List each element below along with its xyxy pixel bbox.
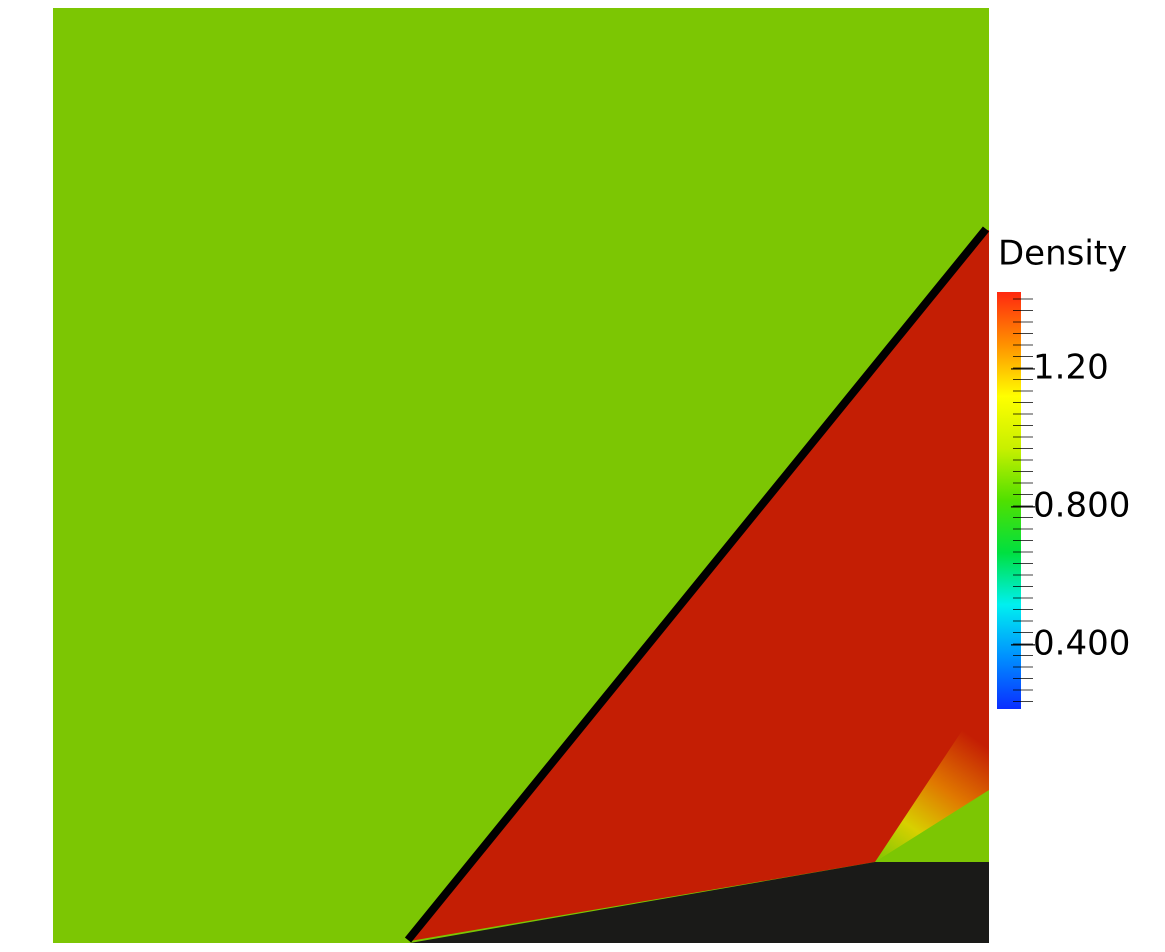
colorbar: 1.20 0.800 0.400 (997, 292, 1130, 709)
colorbar-gradient (997, 292, 1021, 709)
colorbar-tick-label: 1.20 (1033, 347, 1109, 387)
shock-line (404, 226, 990, 943)
wedge (410, 862, 989, 943)
colorbar-tick-label: 0.800 (1033, 485, 1130, 525)
colorbar-title: Density (998, 234, 1127, 274)
colorbar-tick-label: 0.400 (1033, 623, 1130, 663)
expansion-region (875, 790, 989, 862)
density-field (53, 8, 990, 943)
